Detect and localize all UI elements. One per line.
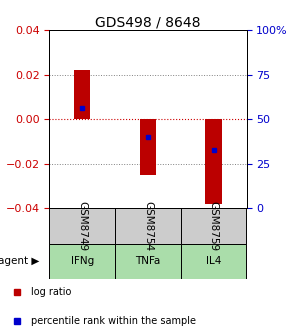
Title: GDS498 / 8648: GDS498 / 8648 (95, 15, 201, 29)
Text: GSM8759: GSM8759 (209, 201, 219, 251)
Bar (49, 244, 115, 279)
Bar (181, 208, 246, 244)
Text: GSM8749: GSM8749 (77, 201, 87, 251)
Text: TNFa: TNFa (135, 256, 161, 266)
Bar (115, 208, 181, 244)
Text: IL4: IL4 (206, 256, 221, 266)
Text: agent ▶: agent ▶ (0, 256, 39, 266)
Bar (140, 119, 156, 175)
Bar (181, 244, 246, 279)
Bar (49, 208, 115, 244)
Bar (115, 244, 181, 279)
Text: GSM8754: GSM8754 (143, 201, 153, 251)
Bar (74, 70, 90, 119)
Text: IFNg: IFNg (70, 256, 94, 266)
Text: percentile rank within the sample: percentile rank within the sample (31, 316, 196, 326)
Bar (205, 119, 222, 204)
Text: log ratio: log ratio (31, 287, 71, 297)
